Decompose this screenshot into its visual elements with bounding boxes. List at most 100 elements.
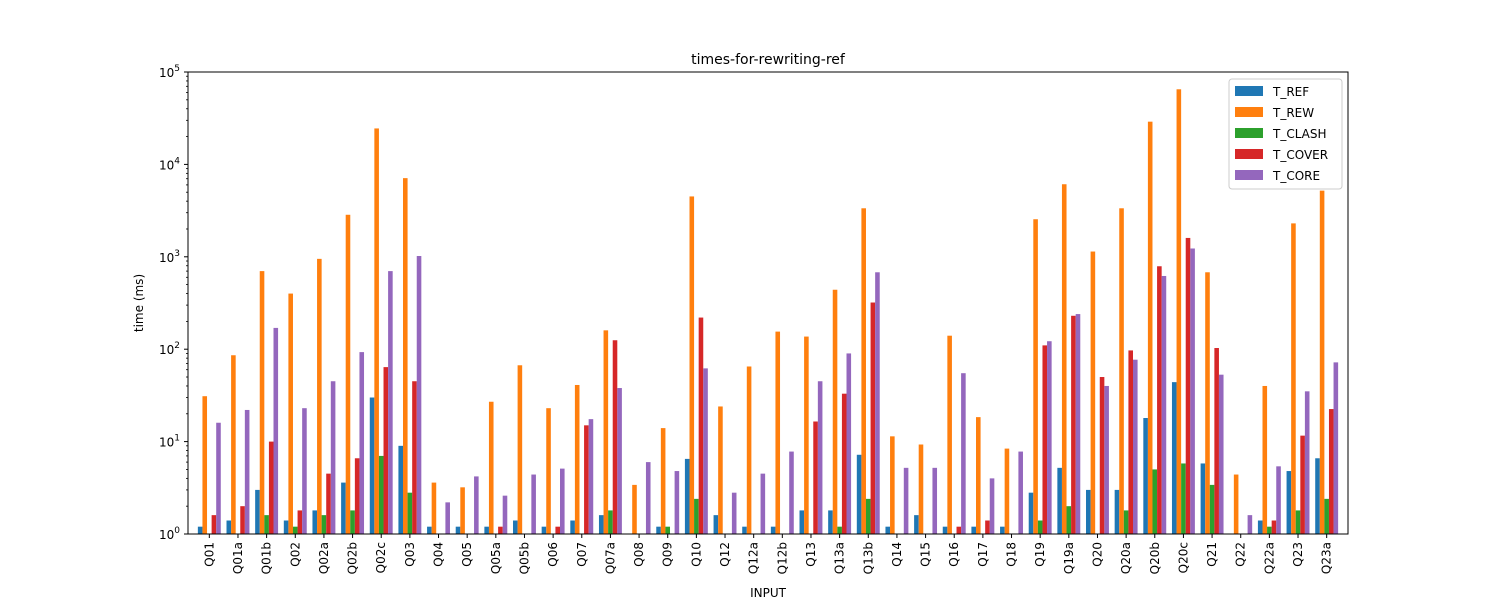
- bar-t-cover-q20a: [1128, 350, 1133, 534]
- bar-t-core-q01: [216, 422, 221, 534]
- bar-t-clash-q02: [292, 526, 298, 534]
- bar-t-core-q23a: [1333, 362, 1339, 534]
- bar-t-ref-q14: [885, 526, 891, 534]
- bar-t-core-q17: [989, 478, 995, 534]
- bar-t-rew-q02a: [317, 258, 322, 534]
- bar-t-ref-q05b: [513, 520, 518, 534]
- bar-t-ref-q02a: [312, 510, 318, 534]
- bar-t-rew-q13b: [861, 208, 866, 535]
- bar-t-core-q22: [1247, 515, 1253, 534]
- bar-t-core-q05a: [502, 495, 508, 534]
- bar-t-clash-q13a: [837, 526, 842, 534]
- x-tick-label: Q07: [575, 542, 589, 567]
- bar-t-core-q12a: [760, 473, 766, 534]
- bar-t-core-q05: [474, 476, 479, 534]
- bar-t-core-q16: [961, 373, 966, 534]
- bar-t-ref-q12b: [770, 526, 776, 534]
- bar-t-clash-q23: [1295, 510, 1301, 534]
- bar-t-core-q20b: [1161, 275, 1167, 534]
- bar-t-ref-q13a: [828, 510, 833, 534]
- bar-t-rew-q09: [660, 428, 666, 534]
- x-tick-label: Q13b: [861, 542, 875, 574]
- bar-t-ref-q09: [656, 526, 661, 534]
- bars-layer: [197, 89, 1339, 535]
- bar-t-rew-q12a: [746, 366, 752, 534]
- bar-t-clash-q19a: [1066, 506, 1072, 534]
- bar-t-ref-q12a: [742, 526, 747, 534]
- bar-t-ref-q07: [570, 520, 575, 534]
- x-tick-label: Q23a: [1320, 542, 1334, 574]
- bar-t-cover-q13: [813, 421, 818, 534]
- bar-t-cover-q17: [985, 520, 990, 534]
- bar-t-cover-q01: [211, 515, 217, 534]
- bar-t-core-q12b: [789, 451, 794, 534]
- bar-t-rew-q22: [1233, 474, 1239, 534]
- bar-t-cover-q01a: [240, 506, 245, 534]
- bar-t-ref-q10: [684, 458, 690, 534]
- bar-t-core-q02a: [330, 381, 336, 534]
- x-tick-label: Q15: [919, 542, 933, 567]
- bar-t-clash-q23a: [1324, 498, 1329, 534]
- x-tick-label: Q02a: [317, 542, 331, 574]
- y-tick-label: 101: [159, 434, 180, 450]
- legend-box: [1228, 78, 1343, 190]
- x-tick-label: Q03: [403, 542, 417, 567]
- y-tick-label: 102: [159, 341, 180, 357]
- bar-t-rew-q19: [1033, 219, 1038, 535]
- bar-t-clash-q02b: [350, 510, 355, 534]
- bar-t-core-q15: [932, 467, 938, 534]
- bar-t-rew-q12: [718, 406, 723, 534]
- bar-t-ref-q04: [427, 526, 432, 534]
- bar-t-rew-q02c: [374, 128, 379, 534]
- bar-t-cover-q06: [555, 526, 560, 534]
- bar-t-core-q23: [1304, 391, 1310, 534]
- bar-t-cover-q02b: [354, 458, 360, 534]
- x-tick-label: Q22a: [1262, 542, 1276, 574]
- bar-t-cover-q19: [1042, 345, 1048, 534]
- bar-t-core-q20c: [1190, 248, 1195, 535]
- legend-swatch-t-core: [1235, 170, 1263, 180]
- bar-t-ref-q02: [283, 520, 289, 534]
- bar-t-ref-q21: [1200, 463, 1206, 534]
- bar-t-cover-q07: [584, 425, 589, 534]
- bar-t-core-q22a: [1276, 466, 1281, 534]
- x-tick-label: Q20b: [1148, 542, 1162, 574]
- bar-t-core-q04: [445, 502, 450, 534]
- bar-t-rew-q17: [976, 417, 981, 534]
- x-tick-label: Q09: [661, 542, 675, 567]
- bar-t-cover-q07a: [612, 340, 618, 534]
- bar-t-core-q20a: [1133, 359, 1138, 534]
- bar-t-clash-q07a: [608, 510, 613, 534]
- bar-t-rew-q05b: [517, 365, 523, 534]
- bar-t-clash-q02c: [378, 455, 384, 534]
- x-tick-label: Q08: [632, 542, 646, 567]
- bar-t-core-q07: [588, 419, 594, 534]
- x-tick-label: Q01b: [260, 542, 274, 574]
- bar-t-core-q10: [703, 368, 708, 534]
- bar-t-rew-q16: [947, 335, 952, 534]
- bar-t-rew-q05: [460, 487, 465, 534]
- bar-t-ref-q23a: [1315, 458, 1320, 534]
- legend-label-t-rew: T_REW: [1272, 106, 1314, 120]
- bar-t-ref-q03: [398, 445, 403, 534]
- bar-t-ref-q05a: [484, 526, 489, 534]
- bar-t-cover-q03: [412, 381, 417, 534]
- legend-label-t-cover: T_COVER: [1272, 148, 1328, 162]
- bar-t-rew-q20b: [1147, 121, 1153, 535]
- bar-t-ref-q01a: [226, 520, 232, 534]
- bar-t-clash-q10: [694, 498, 699, 534]
- bar-t-rew-q10: [689, 196, 695, 534]
- bar-t-clash-q01b: [264, 515, 269, 534]
- x-tick-label: Q19a: [1062, 542, 1076, 574]
- bar-t-clash-q03: [407, 492, 413, 534]
- x-axis-title: INPUT: [750, 586, 787, 600]
- bar-t-rew-q21: [1205, 272, 1210, 534]
- bar-t-rew-q01: [202, 396, 208, 534]
- bar-t-ref-q01b: [255, 489, 260, 534]
- bar-t-rew-q01a: [231, 355, 236, 534]
- x-tick-label: Q20: [1090, 542, 1104, 567]
- bar-t-cover-q01b: [268, 441, 274, 534]
- y-axis-title: time (ms): [132, 274, 146, 332]
- bar-t-core-q19: [1047, 341, 1052, 534]
- bar-t-ref-q02b: [341, 482, 346, 534]
